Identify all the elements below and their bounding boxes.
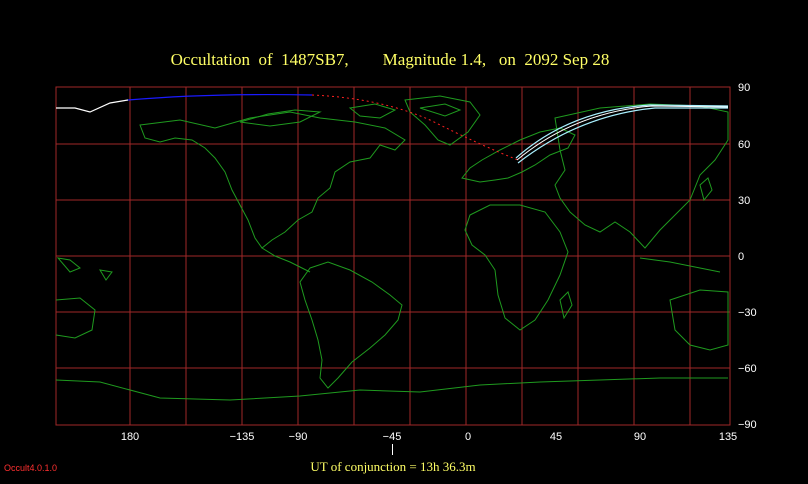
path-day-segment-west [56, 99, 129, 113]
lat-label-60: 60 [738, 139, 751, 151]
lat-label-0: 0 [738, 251, 745, 263]
lon-label-180: 180 [120, 431, 140, 443]
coastlines [55, 95, 729, 401]
graticule [55, 86, 731, 426]
lat-label-minus90: −90 [738, 419, 757, 431]
map-title: Occultation of 1487SB7, Magnitude 1.4, o… [0, 50, 780, 70]
lat-label-minus30: −30 [738, 307, 757, 319]
ut-conjunction: UT of conjunction = 13h 36.3m [310, 459, 476, 474]
conjunction-tick [392, 444, 393, 455]
lat-label-30: 30 [738, 195, 751, 207]
lat-label-minus60: −60 [738, 363, 757, 375]
lon-label-135: 135 [718, 431, 738, 443]
lon-label-minus45: −45 [382, 431, 402, 443]
title-magnitude: Magnitude 1.4, [382, 50, 487, 69]
path-below-horizon [311, 94, 519, 161]
title-date: on 2092 Sep 28 [498, 50, 610, 69]
lon-label-90: 90 [633, 431, 647, 443]
path-center-line [516, 105, 729, 161]
lon-label-45: 45 [549, 431, 563, 443]
lon-label-minus90: −90 [288, 431, 308, 443]
path-north-limit [515, 104, 729, 159]
path-south-limit [517, 107, 728, 164]
occultation-path [56, 93, 729, 164]
version-label: Occult4.0.1.0 [4, 463, 58, 473]
lon-label-minus135: −135 [229, 431, 255, 443]
lat-label-90: 90 [738, 82, 751, 94]
path-night-segment [127, 93, 313, 101]
title-object: Occultation of 1487SB7, [170, 50, 349, 69]
lon-label-0: 0 [464, 431, 472, 443]
